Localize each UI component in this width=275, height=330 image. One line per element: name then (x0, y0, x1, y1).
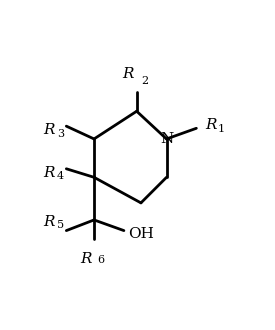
Text: R: R (122, 67, 134, 82)
Text: R: R (43, 215, 54, 229)
Text: 1: 1 (218, 124, 225, 134)
Text: R: R (43, 166, 54, 180)
Text: 4: 4 (57, 171, 64, 181)
Text: 6: 6 (97, 255, 104, 265)
Text: R: R (43, 123, 54, 137)
Text: N: N (160, 132, 173, 146)
Text: 3: 3 (57, 129, 64, 139)
Text: 2: 2 (141, 76, 148, 86)
Text: OH: OH (128, 227, 154, 241)
Text: R: R (80, 252, 91, 266)
Text: 5: 5 (57, 220, 64, 230)
Text: R: R (205, 118, 216, 132)
